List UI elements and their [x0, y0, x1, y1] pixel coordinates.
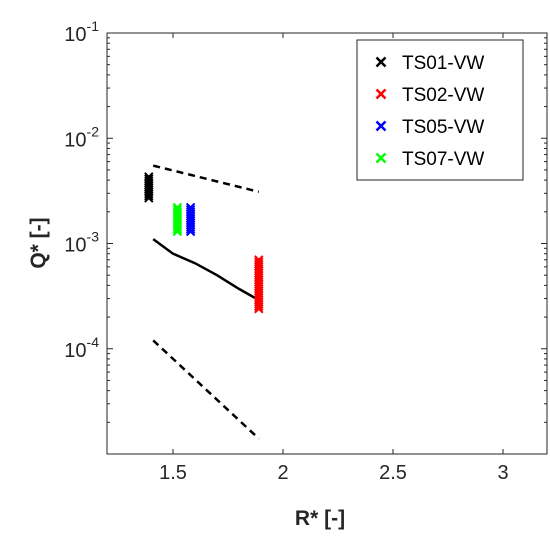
x-marker [375, 120, 387, 132]
x-marker [254, 304, 264, 314]
y-axis-ticks: 10-4 10-3 10-2 10-1 [64, 18, 547, 455]
legend-label: TS01-VW [402, 53, 484, 74]
x-marker [375, 152, 387, 164]
dashed-bound-line [152, 339, 260, 440]
series-ts05-vw [185, 202, 196, 237]
data-points [144, 172, 264, 314]
series-ts01-vw [144, 172, 154, 203]
legend-label: TS07-VW [402, 149, 484, 170]
legend-entry: TS02-VW [375, 85, 484, 106]
x-tick-label: 1.5 [159, 462, 187, 484]
x-marker [375, 88, 387, 100]
fit-line [152, 238, 260, 302]
x-tick-label: 2.5 [379, 462, 407, 484]
x-marker [172, 226, 183, 237]
x-axis-ticks: 1.5 2 2.5 3 [159, 33, 509, 484]
series-ts02-vw [254, 255, 264, 314]
legend: TS01-VW TS02-VW TS05-VW TS07-VW [356, 39, 524, 181]
legend-entry: TS07-VW [375, 149, 484, 170]
x-marker [185, 224, 196, 235]
series-ts07-vw [172, 202, 183, 237]
y-tick-label: 10-3 [64, 229, 99, 257]
legend-label: TS05-VW [402, 117, 484, 138]
x-marker [144, 193, 154, 203]
y-tick-label: 10-1 [64, 18, 99, 46]
dashed-bound-line [152, 164, 260, 194]
reference-lines [152, 164, 260, 440]
x-marker [172, 224, 183, 235]
x-axis-label: R* [-] [295, 507, 345, 530]
x-marker [144, 191, 154, 201]
legend-entry: TS01-VW [375, 53, 484, 74]
legend-entry: TS05-VW [375, 117, 484, 138]
y-axis-label: Q* [-] [27, 217, 50, 268]
x-tick-label: 2 [277, 462, 288, 484]
legend-label: TS02-VW [402, 85, 484, 106]
x-marker [185, 226, 196, 237]
legend-box [356, 39, 524, 181]
y-tick-label: 10-2 [64, 123, 99, 151]
y-tick-label: 10-4 [64, 334, 99, 362]
x-marker [254, 301, 264, 312]
x-marker [375, 56, 387, 68]
x-tick-label: 3 [497, 462, 508, 484]
